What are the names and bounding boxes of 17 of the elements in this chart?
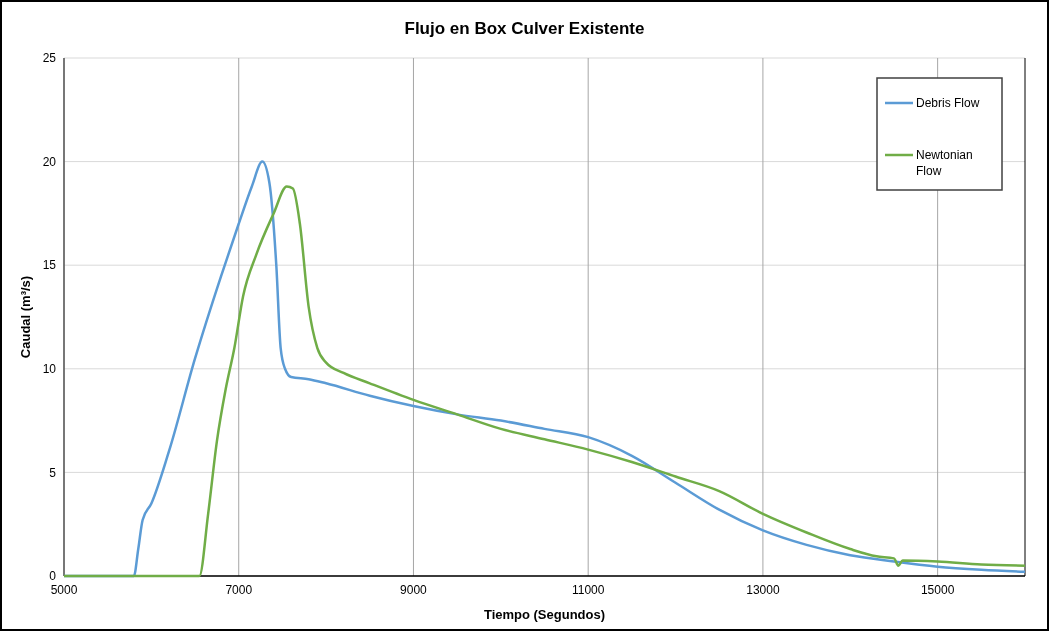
y-tick-label: 10 [42, 362, 57, 376]
x-tick-label: 5000 [50, 583, 78, 597]
x-tick-label: 15000 [920, 583, 955, 597]
x-tick-label: 7000 [225, 583, 253, 597]
legend-label: Newtonian Flow [916, 148, 973, 178]
legend-label: Debris Flow [916, 96, 980, 111]
y-tick-label: 0 [49, 569, 57, 584]
y-axis-title: Caudal (m³/s) [18, 275, 33, 359]
x-tick-label: 9000 [400, 583, 428, 597]
y-tick-label: 15 [42, 258, 57, 273]
x-axis-title: Tiempo (Segundos) [483, 607, 606, 622]
x-tick-label: 13000 [746, 583, 780, 597]
y-tick-label: 5 [49, 465, 57, 480]
y-tick-label: 25 [42, 51, 57, 66]
y-tick-label: 20 [42, 154, 57, 169]
chart-title: Flujo en Box Culver Existente [404, 19, 645, 38]
x-tick-label: 11000 [571, 583, 605, 597]
